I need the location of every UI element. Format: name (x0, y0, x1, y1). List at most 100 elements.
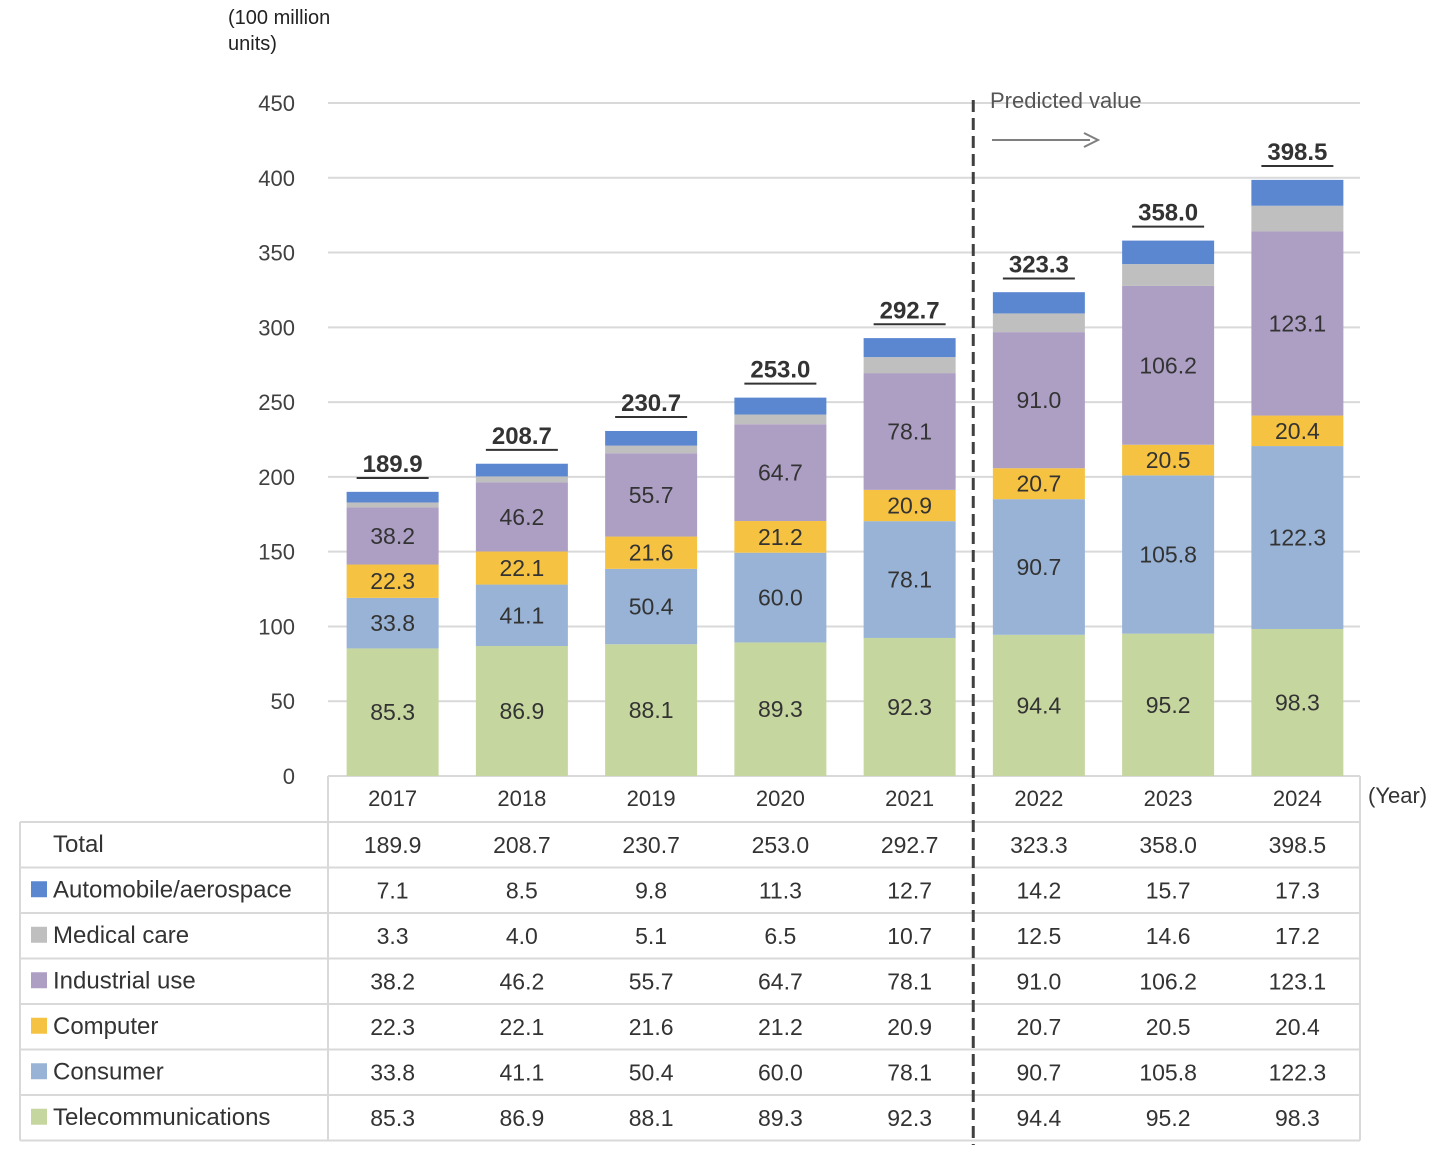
total-value-label: 323.3 (1009, 251, 1069, 278)
table-cell: 4.0 (506, 923, 538, 949)
bar-segment (1122, 240, 1215, 265)
table-cell: 253.0 (752, 832, 810, 858)
segment-value-label: 98.3 (1275, 689, 1320, 715)
bar-segment (1122, 285, 1215, 445)
bar-segment (475, 476, 568, 483)
x-tick-label: 2017 (368, 786, 417, 811)
table-cell: 9.8 (635, 877, 667, 903)
bar-segment (863, 373, 956, 490)
bar-segment (992, 292, 1085, 314)
table-cell: 12.5 (1016, 923, 1061, 949)
table-cell: 14.6 (1146, 923, 1191, 949)
y-tick-label: 200 (258, 465, 295, 490)
table-cell: 106.2 (1139, 968, 1197, 994)
total-value-label: 292.7 (880, 297, 940, 324)
segment-value-label: 33.8 (370, 610, 415, 636)
segment-value-label: 95.2 (1146, 692, 1191, 718)
segment-value-label: 46.2 (499, 504, 544, 530)
y-unit-label-line: units) (228, 33, 277, 55)
segment-value-label: 50.4 (629, 594, 674, 620)
segment-value-label: 60.0 (758, 585, 803, 611)
bar-segment (1251, 205, 1344, 232)
legend-swatch (31, 926, 47, 943)
bar-segment (346, 507, 439, 565)
table-cell: 3.3 (377, 923, 409, 949)
segment-value-label: 21.6 (629, 540, 674, 566)
bar-segment (863, 338, 956, 358)
y-tick-label: 450 (258, 91, 295, 116)
x-tick-label: 2020 (756, 786, 805, 811)
table-cell: 122.3 (1269, 1059, 1327, 1085)
y-axis: (100 million units) 0 50 100 150 200 250 300 350 4… (228, 7, 330, 789)
table-cell: 20.5 (1146, 1014, 1191, 1040)
y-tick-label: 50 (271, 689, 295, 714)
y-tick-label: 100 (258, 614, 295, 639)
y-unit-label-line: (100 million (228, 7, 330, 29)
y-tick-label: 250 (258, 390, 295, 415)
bar-segment (1251, 415, 1344, 447)
predicted-value-label: Predicted value (990, 88, 1142, 113)
bar-segment (605, 453, 698, 537)
bar-segment (1251, 628, 1344, 776)
segment-value-label: 21.2 (758, 524, 803, 550)
table-cell: 46.2 (499, 968, 544, 994)
bar-segment (475, 584, 568, 647)
legend-swatch (31, 1017, 47, 1034)
bar-segment (605, 644, 698, 776)
bar-segment (475, 463, 568, 477)
segment-value-label: 64.7 (758, 460, 803, 486)
table-row-label: Total (53, 831, 104, 858)
segment-value-label: 91.0 (1016, 387, 1061, 413)
table-cell: 292.7 (881, 832, 939, 858)
table-cell: 358.0 (1139, 832, 1197, 858)
table-cell: 78.1 (887, 968, 932, 994)
segment-value-label: 89.3 (758, 696, 803, 722)
bar-segment (346, 648, 439, 776)
table-cell: 21.6 (629, 1014, 674, 1040)
bar-segment (734, 642, 827, 776)
x-tick-label: 2018 (497, 786, 546, 811)
table-row-label: Consumer (53, 1058, 164, 1085)
segment-value-label: 94.4 (1016, 692, 1061, 718)
bar-segment (734, 397, 827, 415)
bar-segment (992, 499, 1085, 635)
table-cell: 21.2 (758, 1014, 803, 1040)
table-cell: 94.4 (1016, 1105, 1061, 1131)
table-cell: 95.2 (1146, 1105, 1191, 1131)
table-cell: 323.3 (1010, 832, 1068, 858)
segment-value-label: 90.7 (1016, 554, 1061, 580)
table-cell: 123.1 (1269, 968, 1327, 994)
bar-segment (605, 430, 698, 446)
total-value-label: 208.7 (492, 423, 552, 450)
bar-segment (605, 536, 698, 569)
table-cell: 64.7 (758, 968, 803, 994)
bar-segment (346, 564, 439, 598)
table-row-label: Telecommunications (53, 1104, 270, 1131)
table-cell: 86.9 (499, 1105, 544, 1131)
segment-value-label: 22.3 (370, 568, 415, 594)
table-cell: 98.3 (1275, 1105, 1320, 1131)
bar-segment (992, 313, 1085, 333)
bar-segment (863, 489, 956, 522)
table-cell: 7.1 (377, 877, 409, 903)
table-cell: 78.1 (887, 1059, 932, 1085)
legend-swatch (31, 881, 47, 898)
bar-segment (605, 568, 698, 645)
bar-segment (1251, 231, 1344, 416)
table-cell: 230.7 (622, 832, 680, 858)
segment-value-label: 123.1 (1269, 311, 1327, 337)
total-value-label: 253.0 (750, 357, 810, 384)
x-tick-label: 2019 (627, 786, 676, 811)
bar-segment (475, 551, 568, 585)
predicted-arrow-icon (1083, 132, 1101, 148)
bar-segment (992, 332, 1085, 469)
bar-segment (605, 445, 698, 454)
x-tick-label: 2024 (1273, 786, 1322, 811)
bar-segment (734, 424, 827, 522)
table-cell: 11.3 (759, 877, 802, 903)
bar-segment (992, 634, 1085, 776)
y-tick-label: 300 (258, 315, 295, 340)
bar-segment (346, 502, 439, 508)
bar-segment (475, 646, 568, 776)
